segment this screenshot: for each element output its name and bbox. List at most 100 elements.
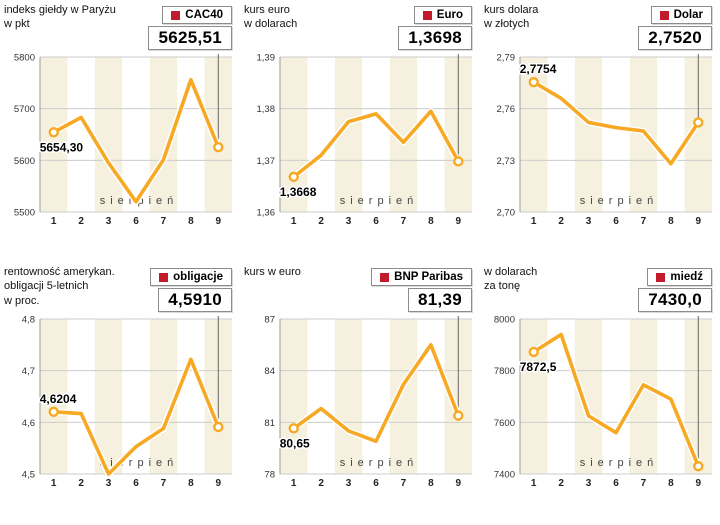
chart-legend: Euro [413,6,472,24]
svg-text:4,8: 4,8 [22,315,35,326]
svg-text:7600: 7600 [494,418,515,429]
svg-text:1,38: 1,38 [257,104,276,115]
svg-text:7: 7 [161,216,167,227]
svg-text:2: 2 [558,216,564,227]
svg-text:8: 8 [668,216,674,227]
chart-title: kurs euro w dolarach [244,4,298,31]
svg-text:8: 8 [428,478,434,489]
svg-text:1: 1 [291,216,297,227]
svg-text:3: 3 [106,216,112,227]
svg-text:8000: 8000 [494,315,515,326]
svg-text:1,3668: 1,3668 [280,185,317,199]
svg-text:5800: 5800 [14,53,35,64]
chart-legend: BNP Paribas [371,268,472,286]
svg-text:sierpień: sierpień [340,457,419,469]
svg-text:2,73: 2,73 [497,156,516,167]
svg-text:2,79: 2,79 [497,53,516,64]
svg-text:9: 9 [456,216,462,227]
svg-text:1: 1 [531,478,537,489]
line-chart: 2,70 2,73 2,76 2,79 1 2 3 6 7 8 9 sierpień 2,7754 [497,53,712,227]
chart-legend: miedź [647,268,712,286]
svg-text:5700: 5700 [14,104,35,115]
chart-title: indeks giełdy w Paryżu w pkt [4,4,116,31]
chart-badges: CAC40 5625,51 [148,6,232,50]
svg-text:7: 7 [401,478,407,489]
svg-text:78: 78 [264,470,275,481]
chart-panel-euro: kurs euro w dolarach Euro 1,3698 1,36 1,3… [240,0,480,262]
svg-text:1,39: 1,39 [257,53,276,64]
current-value: 2,7520 [638,26,712,50]
svg-text:2: 2 [558,478,564,489]
svg-text:6: 6 [373,216,379,227]
chart-legend: Dolar [650,6,712,24]
line-chart: 1,36 1,37 1,38 1,39 1 2 3 6 7 8 9 sierpień 1,3668 [257,53,472,227]
chart-panel-bnp-paribas: kurs w euro BNP Paribas 81,39 78 81 84 87 1 2… [240,262,480,524]
chart-legend: CAC40 [162,6,232,24]
current-value: 4,5910 [158,288,232,312]
chart-panel-dolar: kurs dolara w złotych Dolar 2,7520 2,70 2… [480,0,720,262]
chart-badges: Euro 1,3698 [398,6,472,50]
svg-text:7: 7 [641,216,647,227]
svg-text:2: 2 [78,478,84,489]
legend-marker-icon [171,10,181,20]
chart-title: w dolarach za tonę [484,266,538,293]
svg-text:2,7754: 2,7754 [520,62,557,76]
legend-label: CAC40 [185,9,223,21]
legend-label: Dolar [673,9,703,21]
chart-legend: obligacje [150,268,232,286]
svg-text:8: 8 [668,478,674,489]
chart-badges: obligacje 4,5910 [150,268,232,312]
svg-text:8: 8 [188,478,194,489]
svg-text:9: 9 [456,478,462,489]
svg-text:7: 7 [641,478,647,489]
svg-text:8: 8 [428,216,434,227]
svg-text:9: 9 [216,216,222,227]
svg-text:sierpień: sierpień [340,195,419,207]
svg-text:1: 1 [51,478,57,489]
svg-text:1: 1 [51,216,57,227]
svg-text:4,6204: 4,6204 [40,392,77,406]
svg-text:2: 2 [318,216,324,227]
svg-text:4,6: 4,6 [22,418,35,429]
svg-text:84: 84 [264,366,275,377]
svg-text:5654,30: 5654,30 [40,140,84,154]
svg-text:7400: 7400 [494,470,515,481]
svg-text:87: 87 [264,315,275,326]
svg-text:3: 3 [106,478,112,489]
legend-label: Euro [436,9,463,21]
svg-text:6: 6 [133,216,139,227]
svg-text:3: 3 [586,478,592,489]
chart-title: kurs w euro [244,266,301,278]
chart-title: kurs dolara w złotych [484,4,539,31]
current-value: 81,39 [407,288,472,312]
chart-title: rentowność amerykan. obligacji 5-letnich… [4,266,115,307]
svg-text:2: 2 [78,216,84,227]
svg-text:1: 1 [291,478,297,489]
svg-text:2: 2 [318,478,324,489]
svg-text:81: 81 [264,418,275,429]
svg-text:6: 6 [133,478,139,489]
chart-badges: miedź 7430,0 [638,268,712,312]
svg-text:9: 9 [696,216,702,227]
svg-text:2,76: 2,76 [497,104,516,115]
current-value: 7430,0 [638,288,712,312]
legend-marker-icon [656,272,666,282]
svg-text:7: 7 [401,216,407,227]
legend-marker-icon [659,10,669,20]
svg-text:80,65: 80,65 [280,436,310,450]
svg-text:7872,5: 7872,5 [520,360,557,374]
svg-text:1,37: 1,37 [257,156,276,167]
current-value: 1,3698 [398,26,472,50]
legend-marker-icon [422,10,432,20]
svg-text:5600: 5600 [14,156,35,167]
legend-label: miedź [670,271,703,283]
svg-text:1: 1 [531,216,537,227]
legend-label: BNP Paribas [394,271,463,283]
chart-panel-cac40: indeks giełdy w Paryżu w pkt CAC40 5625,… [0,0,240,262]
chart-panel-miedz: w dolarach za tonę miedź 7430,0 7400 7600… [480,262,720,524]
line-chart: 7400 7600 7800 8000 1 2 3 6 7 8 9 sierpień 7872,5 [494,315,712,489]
svg-text:4,5: 4,5 [22,470,35,481]
svg-text:sierpień: sierpień [580,195,659,207]
